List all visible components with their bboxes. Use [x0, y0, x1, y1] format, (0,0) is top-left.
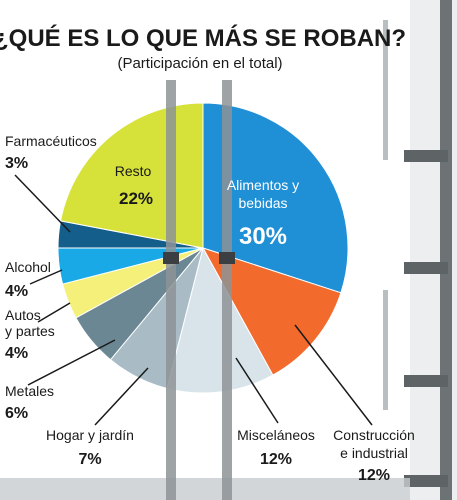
- pie-slices: [57, 102, 349, 394]
- value-farmaceuticos: 3%: [5, 155, 28, 172]
- leader-alcohol: [29, 269, 63, 285]
- value-alimentos: 30%: [239, 223, 287, 250]
- leader-hogar: [94, 367, 149, 426]
- pie-slice-construcción-e-industrial: [201, 247, 342, 376]
- value-construccion: 12%: [358, 467, 390, 484]
- label-hogar: Hogar y jardín: [46, 427, 134, 443]
- label-autos-line1: Autos: [5, 307, 41, 323]
- leader-construccion: [294, 324, 373, 426]
- label-alimentos-line2: bebidas: [238, 195, 287, 211]
- leader-lines: [14, 174, 373, 426]
- pie-slice-alimentos-y-bebidas: [202, 102, 349, 294]
- leader-miscelaneos: [235, 357, 279, 424]
- label-alimentos-line1: Alimentos y: [227, 177, 299, 193]
- label-metales: Metales: [5, 383, 54, 399]
- value-miscelaneos: 12%: [260, 451, 292, 468]
- value-resto: 22%: [119, 189, 153, 208]
- leader-metales: [27, 339, 116, 386]
- value-autos: 4%: [5, 345, 28, 362]
- chart-title: ¿QUÉ ES LO QUE MÁS SE ROBAN?: [0, 24, 406, 52]
- leader-farmaceuticos: [14, 174, 71, 233]
- label-alcohol: Alcohol: [5, 259, 51, 275]
- label-miscelaneos: Misceláneos: [237, 427, 315, 443]
- chart-subtitle: (Participación en el total): [117, 55, 282, 72]
- value-alcohol: 4%: [5, 283, 28, 300]
- label-resto: Resto: [115, 163, 152, 179]
- label-farmaceuticos: Farmacéuticos: [5, 133, 97, 149]
- leader-autos: [37, 302, 71, 323]
- label-autos-line2: y partes: [5, 323, 55, 339]
- value-metales: 6%: [5, 405, 28, 422]
- label-construccion-line2: e industrial: [340, 445, 408, 461]
- label-construccion-line1: Construcción: [333, 427, 415, 443]
- value-hogar: 7%: [78, 451, 101, 468]
- poles: [163, 80, 235, 500]
